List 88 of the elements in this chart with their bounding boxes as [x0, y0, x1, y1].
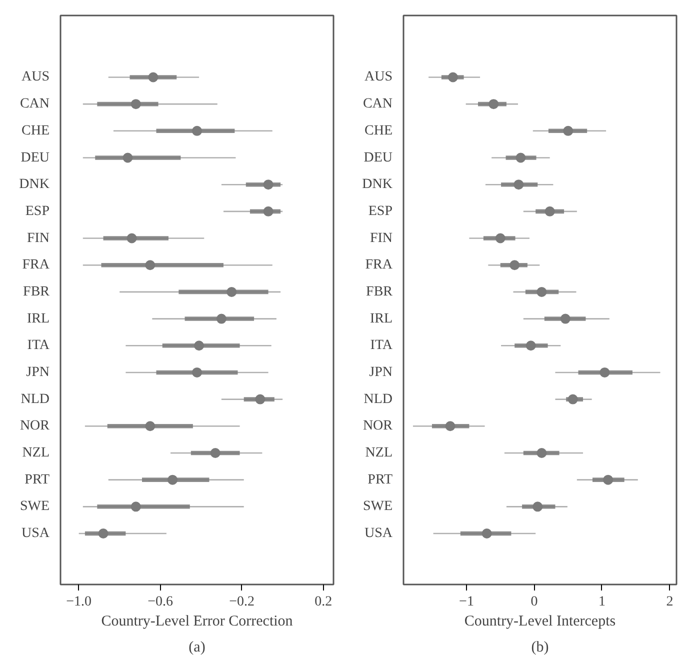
y-tick-label: USA [364, 526, 394, 542]
point [122, 152, 133, 163]
point [563, 126, 574, 136]
point [130, 502, 141, 512]
y-tick-label: CHE [22, 123, 50, 138]
point [514, 180, 524, 190]
y-tick-label: DNK [362, 177, 393, 192]
y-tick-label: NOR [20, 418, 50, 434]
y-tick-label: CAN [362, 96, 393, 112]
point [600, 367, 610, 378]
y-tick-label: DEU [20, 150, 50, 166]
bar [101, 262, 224, 268]
point [495, 233, 506, 244]
point [263, 180, 274, 190]
point [98, 528, 108, 538]
y-tick-label: NZL [365, 445, 393, 460]
bar [95, 156, 181, 160]
point [482, 528, 492, 538]
y-tick-label: SWE [20, 499, 50, 514]
x-axis-title: Country-Level Intercepts [464, 614, 616, 630]
text: (a) [188, 640, 206, 656]
point [148, 72, 158, 82]
x-axis-title: Country-Level Error Correction [101, 614, 294, 630]
y-tick-label: FBR [366, 284, 394, 300]
y-tick-label: FIN [370, 230, 393, 246]
point [445, 421, 456, 432]
point [526, 340, 536, 351]
y-tick-label: USA [21, 526, 50, 542]
x-tick-label: −1 [459, 594, 474, 610]
y-tick-label: FBR [23, 284, 50, 300]
point [130, 99, 141, 110]
point [536, 286, 547, 297]
y-tick-label: NLD [20, 392, 50, 407]
y-tick-label: JPN [26, 364, 50, 380]
y-tick-label: NLD [364, 392, 393, 407]
point [568, 394, 578, 404]
y-tick-label: ESP [25, 204, 50, 219]
y-tick-label: ITA [370, 338, 394, 354]
x-tick-label: 1 [598, 594, 606, 610]
point [216, 314, 226, 324]
point [448, 72, 458, 82]
point [145, 260, 156, 270]
y-tick-label: FRA [365, 258, 394, 273]
y-tick-label: AUS [364, 70, 393, 85]
bar [107, 424, 193, 428]
x-tick-label: 0 [530, 594, 538, 610]
point [192, 367, 202, 378]
y-tick-label: IRL [370, 311, 393, 326]
y-tick-label: ITA [27, 338, 50, 354]
point [226, 286, 237, 297]
point [532, 502, 543, 512]
point [192, 126, 202, 136]
y-tick-label: PRT [368, 472, 393, 488]
x-tick-label: 0.2 [314, 594, 332, 610]
point [210, 448, 220, 458]
point [263, 206, 274, 216]
point [544, 206, 555, 216]
point [510, 260, 520, 270]
y-tick-label: DEU [364, 150, 393, 166]
y-tick-label: ESP [368, 204, 393, 219]
y-tick-label: NOR [362, 418, 394, 434]
point [145, 421, 156, 432]
x-tick-label: −0.6 [148, 594, 174, 610]
point [516, 152, 526, 163]
text: (b) [531, 640, 549, 656]
y-tick-label: DNK [19, 177, 50, 192]
point [126, 233, 137, 244]
y-tick-label: IRL [26, 311, 50, 326]
y-tick-label: PRT [24, 472, 50, 488]
point [603, 474, 614, 485]
x-tick-label: 2 [666, 594, 674, 610]
y-tick-label: AUS [21, 70, 50, 85]
x-tick-label: −0.2 [229, 594, 255, 610]
point [255, 394, 266, 404]
point [560, 314, 570, 324]
bar [97, 504, 190, 509]
y-tick-label: FIN [26, 230, 50, 246]
y-tick-label: SWE [362, 499, 393, 514]
point [536, 448, 547, 458]
point [194, 340, 204, 351]
point [168, 474, 178, 485]
y-tick-label: NZL [22, 445, 50, 460]
x-tick-label: −1.0 [66, 594, 92, 610]
y-tick-label: JPN [369, 364, 393, 380]
point [488, 99, 499, 110]
y-tick-label: FRA [22, 258, 50, 273]
y-tick-label: CAN [20, 96, 50, 112]
y-tick-label: CHE [364, 123, 392, 138]
